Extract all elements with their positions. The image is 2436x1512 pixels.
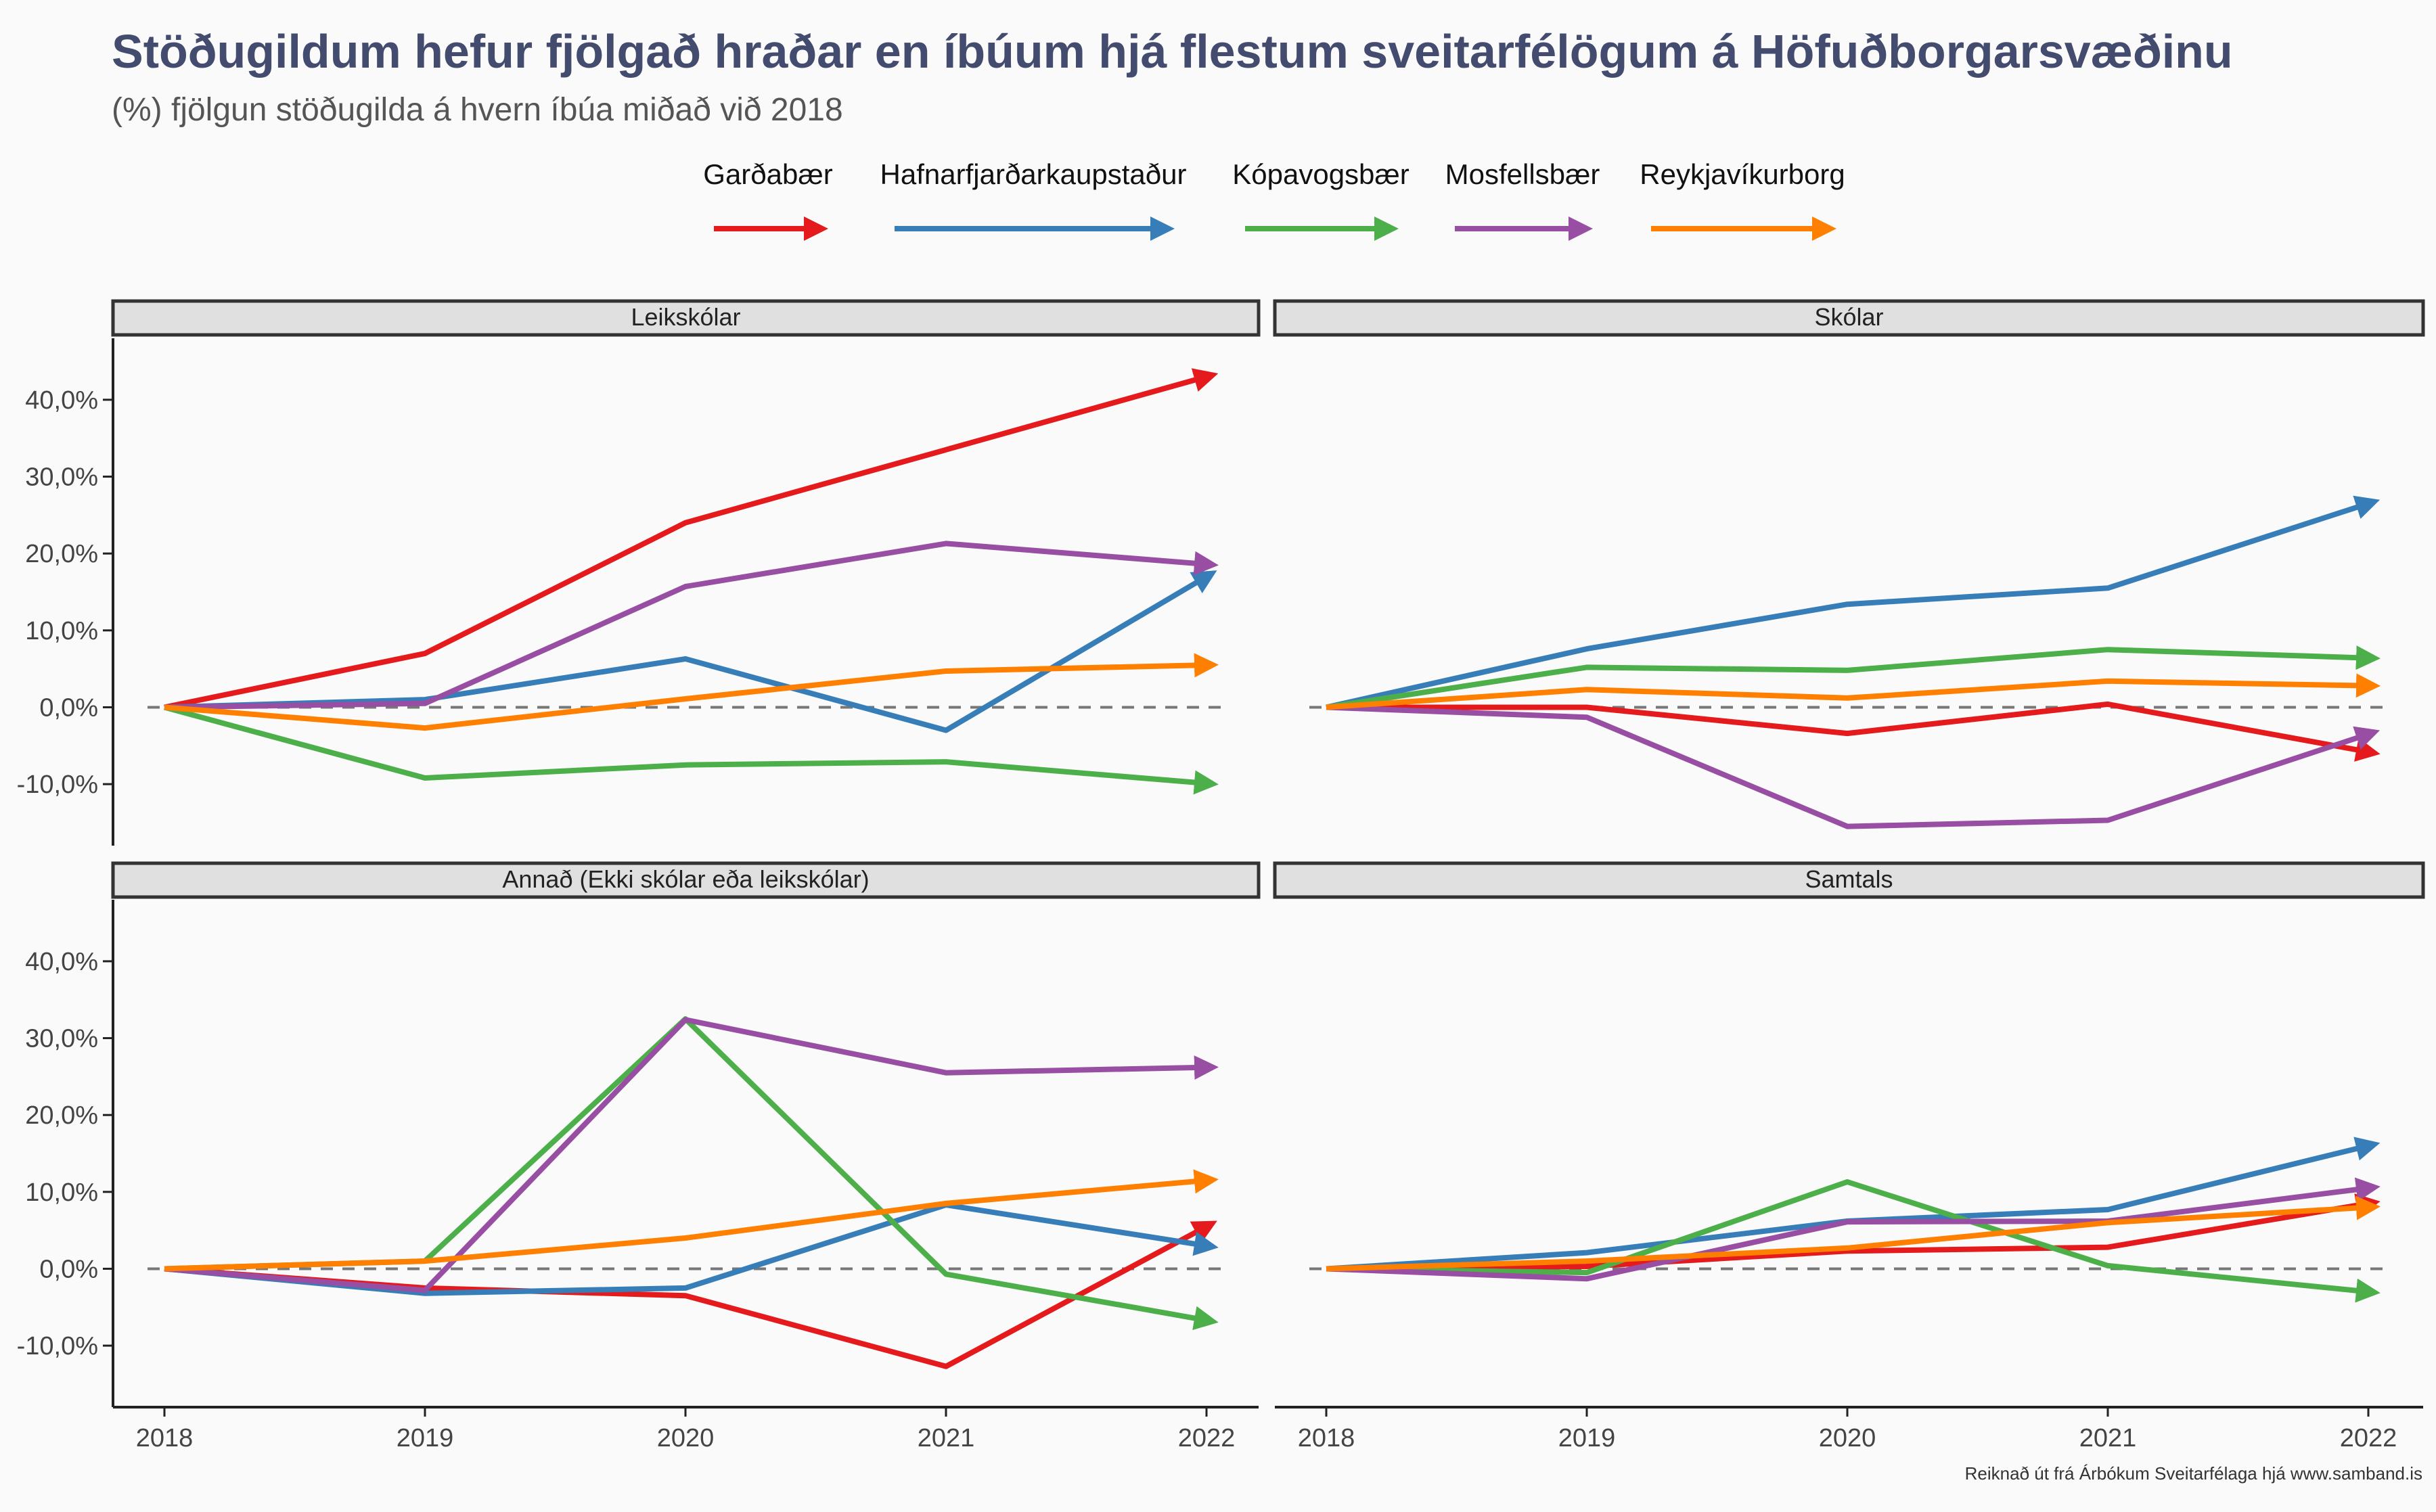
x-tick-label: 2021 [918, 1424, 975, 1452]
y-tick-label: 40,0% [25, 386, 98, 415]
panels: Leikskólar -10,0% 0,0% 10,0% 20,0% 30,0% 40,0%… [17, 299, 2425, 1452]
panel-strip-label: Samtals [1805, 865, 1893, 893]
legend-item-gardabaer: Garðabær [703, 158, 833, 241]
panel-strip-label: Annað (Ekki skólar eða leikskólar) [502, 865, 869, 893]
series-line-reykjavikurborg [1326, 1195, 2381, 1272]
panel-strip [1273, 861, 2425, 899]
panel-strip-label: Skólar [1814, 303, 1883, 331]
y-tick-label: 20,0% [25, 540, 98, 568]
legend-label: Reykjavíkurborg [1640, 158, 1845, 190]
panel-strip [111, 299, 1261, 337]
panel-annad-ekki-skolar-eda-leikskolar: Annað (Ekki skólar eða leikskólar) -10,0%… [17, 861, 1261, 1452]
series-line-kopavogsbaer [1326, 1179, 2381, 1303]
series-line-kopavogsbaer [163, 704, 1219, 795]
panel-samtals: Samtals 2018 2019 2020 2021 2022 [1273, 861, 2425, 1452]
x-tick-label: 2019 [1558, 1424, 1616, 1452]
panel-strip [1273, 299, 2425, 337]
legend-item-mosfellsbaer: Mosfellsbær [1445, 158, 1600, 241]
series-line-reykjavikurborg [164, 1169, 1219, 1272]
y-tick-label: 10,0% [25, 617, 98, 645]
legend-label: Kópavogsbær [1232, 158, 1409, 190]
source-caption: Reiknað út frá Árbókum Sveitarfélaga hjá… [1965, 1463, 2422, 1484]
y-tick-label: -10,0% [17, 771, 98, 799]
panel-skolar: Skólar [1273, 299, 2425, 829]
y-tick-label: 30,0% [25, 1025, 98, 1053]
series-line-kopavogsbaer [1326, 645, 2381, 710]
y-tick-label: 10,0% [25, 1178, 98, 1207]
panel-leikskolar: Leikskólar -10,0% 0,0% 10,0% 20,0% 30,0% 40,0% [17, 299, 1261, 846]
x-tick-label: 2020 [657, 1424, 715, 1452]
chart-subtitle: (%) fjölgun stöðugilda á hvern íbúa miða… [112, 92, 843, 128]
series-line-mosfellsbaer [164, 541, 1219, 710]
x-tick-label: 2022 [1178, 1424, 1236, 1452]
x-tick-label: 2019 [397, 1424, 454, 1452]
series-line-kopavogsbaer [164, 1016, 1219, 1331]
y-tick-label: -10,0% [17, 1332, 98, 1360]
panel-strip [111, 861, 1261, 899]
panel-strip-label: Leikskólar [631, 303, 740, 331]
y-tick-label: 30,0% [25, 463, 98, 492]
legend: Garðabær Hafnarfjarðarkaupstaður Kópavogsb… [703, 158, 1845, 241]
x-tick-label: 2020 [1819, 1424, 1876, 1452]
series-line-gardabaer [164, 368, 1219, 710]
series-line-gardabaer [1326, 1193, 2381, 1272]
series-line-mosfellsbaer [1326, 704, 2381, 829]
y-tick-label: 0,0% [39, 1255, 98, 1283]
legend-label: Garðabær [703, 158, 832, 190]
x-tick-label: 2022 [2340, 1424, 2397, 1452]
series-line-reykjavikurborg [1326, 673, 2381, 710]
series-line-mosfellsbaer [164, 1017, 1219, 1293]
series-line-hafnarfjardarkaupstadur [1326, 495, 2381, 710]
y-tick-label: 40,0% [25, 948, 98, 976]
y-tick-label: 0,0% [39, 693, 98, 722]
series-line-gardabaer [164, 1220, 1217, 1369]
chart-title: Stöðugildum hefur fjölgað hraðar en íbúu… [112, 25, 2233, 78]
legend-label: Hafnarfjarðarkaupstaður [880, 158, 1187, 190]
legend-item-hafnarfjardarkaupstadur: Hafnarfjarðarkaupstaður [880, 158, 1187, 241]
legend-item-reykjavikurborg: Reykjavíkurborg [1640, 158, 1845, 241]
x-tick-label: 2021 [2079, 1424, 2137, 1452]
y-tick-label: 20,0% [25, 1101, 98, 1130]
series-line-mosfellsbaer [1326, 1177, 2381, 1282]
series-line-gardabaer [1326, 701, 2381, 762]
x-tick-label: 2018 [136, 1424, 194, 1452]
legend-label: Mosfellsbær [1445, 158, 1600, 190]
series-line-reykjavikurborg [164, 653, 1219, 731]
x-tick-label: 2018 [1298, 1424, 1355, 1452]
legend-item-kopavogsbaer: Kópavogsbær [1232, 158, 1409, 241]
